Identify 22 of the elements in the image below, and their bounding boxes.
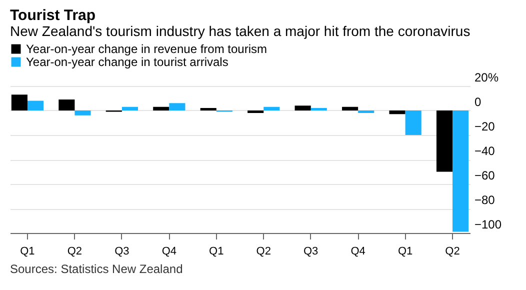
x-tick-label: Q4: [162, 246, 176, 258]
y-tick-label: −20: [474, 120, 496, 134]
x-tick-label: Q2: [445, 246, 460, 258]
x-tick-label: Q4: [350, 246, 366, 258]
x-tick-label: Q1: [209, 246, 224, 258]
legend-label: Year-on-year change in tourist arrivals: [26, 55, 228, 69]
legend-label: Year-on-year change in revenue from tourism: [26, 42, 268, 56]
chart-subtitle: New Zealand's tourism industry has taken a major hit from the coronavirus: [10, 23, 470, 39]
chart-title: Tourist Trap: [10, 7, 96, 24]
y-tick-label: −40: [474, 144, 496, 158]
x-tick-label: Q1: [20, 246, 35, 258]
y-tick-label: −80: [474, 193, 496, 207]
x-tick-label: Q2: [256, 246, 271, 258]
x-tick-label: Q3: [304, 246, 318, 258]
x-tick-label: Q3: [114, 246, 130, 258]
y-tick-label: −60: [474, 168, 496, 182]
source-note: Sources: Statistics New Zealand: [10, 262, 183, 276]
x-tick-label: Q2: [67, 246, 82, 258]
x-tick-label: Q1: [398, 246, 413, 258]
y-tick-label: 20%: [474, 70, 499, 84]
y-tick-label: −100: [474, 218, 502, 232]
y-tick-label: 0: [474, 95, 482, 109]
